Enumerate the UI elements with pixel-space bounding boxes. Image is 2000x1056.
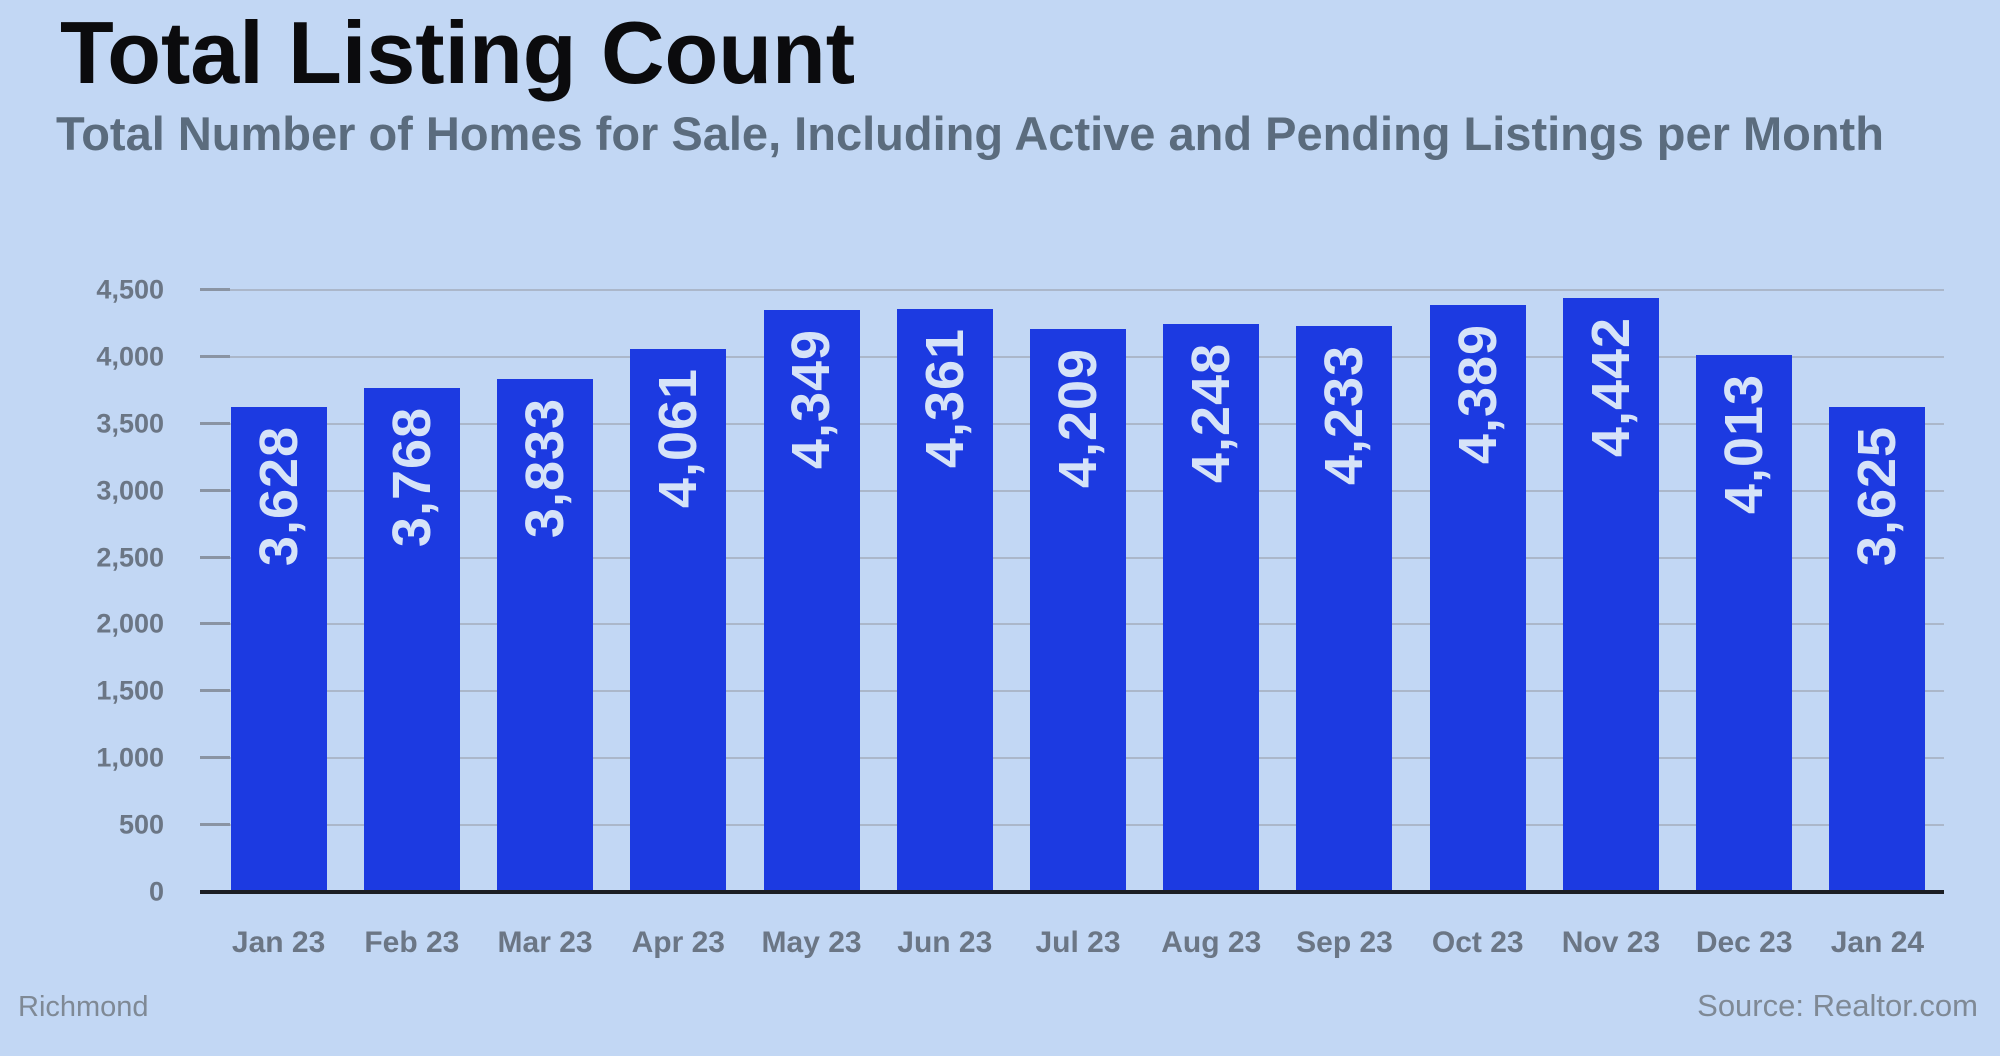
bar-apr-23: 4,061 <box>630 348 727 892</box>
bar-nov-23: 4,442 <box>1562 297 1659 892</box>
y-tick-label: 2,000 <box>96 608 164 639</box>
x-tick-label: May 23 <box>761 926 862 959</box>
y-tick-mark <box>200 421 230 425</box>
x-tick-label: Oct 23 <box>1431 926 1524 959</box>
bar-slot: 4,013 <box>1678 290 1811 892</box>
bar-slot: 4,209 <box>1011 290 1144 892</box>
bar-slot: 4,389 <box>1411 290 1544 892</box>
y-tick-mark <box>200 488 230 492</box>
bar-slot: 4,349 <box>745 290 878 892</box>
bar-value-label: 4,061 <box>648 367 709 508</box>
x-tick-label: Feb 23 <box>364 926 460 959</box>
bar-slot: 3,768 <box>345 290 478 892</box>
bar-value-label: 4,233 <box>1314 344 1375 485</box>
x-tick-label: Jan 24 <box>1830 926 1925 959</box>
y-tick-label: 1,500 <box>96 675 164 706</box>
gridline <box>200 289 1944 291</box>
y-tick-label: 4,000 <box>96 341 164 372</box>
bar-oct-23: 4,389 <box>1429 304 1526 892</box>
y-tick-mark <box>200 756 230 760</box>
bar-slot: 4,061 <box>612 290 745 892</box>
bar-jun-23: 4,361 <box>896 308 993 892</box>
bar-value-label: 4,349 <box>781 329 842 470</box>
plot-area: 0 500 1,000 1,500 2,000 2,500 3,000 3,500 4,000 4… <box>96 275 1944 959</box>
bar-value-label: 4,013 <box>1714 374 1775 515</box>
x-tick-label: Nov 23 <box>1561 926 1661 959</box>
x-tick-label: Jan 23 <box>231 926 326 959</box>
x-axis-labels: Jan 23 Feb 23 Mar 23 Apr 23 May 23 Jun 23 Jul … <box>212 926 1944 960</box>
bar-slot: 4,248 <box>1145 290 1278 892</box>
bar-value-label: 4,209 <box>1048 347 1109 489</box>
x-tick-label: Jul 23 <box>1035 926 1121 959</box>
bars-group: 3,628 3,768 3,833 4,061 4,349 4,361 4,209 4,248… <box>212 290 1944 892</box>
y-tick-mark <box>200 354 230 358</box>
x-tick-label: Aug 23 <box>1161 926 1262 959</box>
x-tick-label: Dec 23 <box>1695 926 1793 959</box>
bar-value-label: 4,389 <box>1447 323 1508 464</box>
footer-location-label: Richmond <box>18 991 149 1023</box>
bar-value-label: 3,628 <box>248 425 309 566</box>
bar-jan-23: 3,628 <box>230 406 327 892</box>
y-tick-label: 3,500 <box>96 408 164 439</box>
y-tick-mark <box>200 823 230 827</box>
footer-source-label: Source: Realtor.com <box>1697 988 1978 1023</box>
bar-slot: 4,233 <box>1278 290 1411 892</box>
bar-jul-23: 4,209 <box>1030 328 1127 892</box>
footer: Richmond Source: Realtor.com <box>18 988 1978 1024</box>
bar-slot: 3,628 <box>212 290 345 892</box>
bar-dec-23: 4,013 <box>1696 355 1793 892</box>
bar-slot: 4,361 <box>878 290 1011 892</box>
bar-value-label: 3,833 <box>515 398 576 539</box>
bar-value-label: 3,768 <box>381 406 442 548</box>
bar-value-label: 4,248 <box>1181 342 1242 483</box>
bar-slot: 4,442 <box>1544 290 1677 892</box>
bar-value-label: 3,625 <box>1847 425 1908 567</box>
x-axis-line <box>200 890 1944 894</box>
x-tick-label: Mar 23 <box>497 926 593 959</box>
bar-aug-23: 4,248 <box>1163 323 1260 892</box>
bar-jan-24: 3,625 <box>1829 407 1926 892</box>
y-tick-label: 3,000 <box>96 475 164 506</box>
bar-value-label: 4,361 <box>914 327 975 468</box>
y-tick-mark <box>200 288 230 291</box>
y-tick-mark <box>200 622 230 626</box>
chart-subtitle: Total Number of Homes for Sale, Includin… <box>56 107 1884 160</box>
bar-slot: 3,625 <box>1811 290 1944 892</box>
y-tick-mark <box>200 689 230 693</box>
y-tick-label: 1,000 <box>96 742 164 773</box>
y-tick-label: 500 <box>118 809 164 840</box>
bar-value-label: 4,442 <box>1580 316 1641 457</box>
x-tick-label: Apr 23 <box>631 926 725 959</box>
y-tick-mark <box>200 555 230 559</box>
y-tick-label: 2,500 <box>96 542 164 573</box>
y-tick-label: 4,500 <box>96 274 164 305</box>
x-tick-label: Jun 23 <box>897 926 993 959</box>
y-tick-label: 0 <box>148 876 164 907</box>
bar-sep-23: 4,233 <box>1296 325 1393 892</box>
bar-may-23: 4,349 <box>763 310 860 892</box>
chart-title: Total Listing Count <box>60 3 856 102</box>
bar-feb-23: 3,768 <box>363 387 460 892</box>
bar-mar-23: 3,833 <box>497 379 594 892</box>
bar-slot: 3,833 <box>478 290 611 892</box>
x-tick-label: Sep 23 <box>1296 926 1393 959</box>
